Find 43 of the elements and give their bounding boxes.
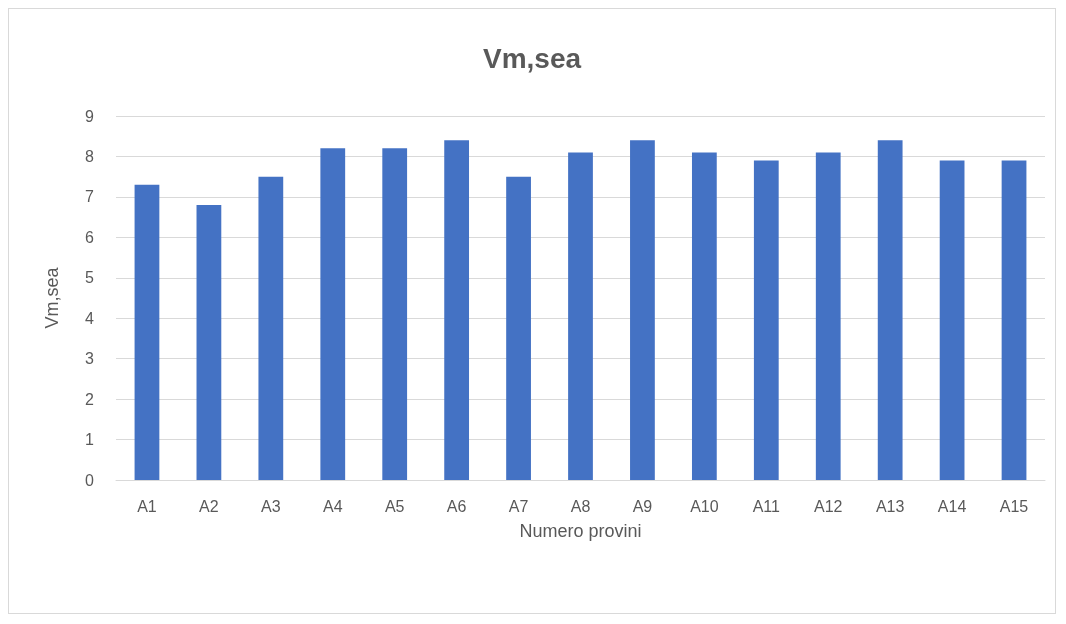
bar — [877, 140, 903, 480]
y-tick-label: 3 — [85, 350, 95, 368]
bar — [258, 176, 284, 480]
chart-title: Vm,sea — [482, 42, 582, 74]
y-tick-label: 5 — [85, 269, 95, 287]
x-axis-title: Numero provini — [519, 521, 642, 541]
y-tick-label: 1 — [85, 431, 95, 449]
x-tick-label: A11 — [752, 497, 781, 515]
x-tick-label: A1 — [137, 497, 157, 515]
x-tick-label: A2 — [199, 497, 219, 515]
y-tick-label: 4 — [85, 309, 95, 327]
bar — [691, 152, 717, 480]
y-tick-label: 2 — [85, 390, 95, 408]
x-tick-label: A3 — [261, 497, 281, 515]
y-tick-label: 9 — [85, 107, 95, 125]
bar — [939, 160, 965, 480]
bar — [196, 204, 222, 480]
bar — [134, 184, 160, 480]
x-tick-label: A4 — [322, 497, 343, 515]
y-tick-label: 8 — [85, 147, 95, 165]
bar — [320, 148, 346, 480]
x-tick-label: A15 — [999, 497, 1029, 515]
y-tick-label: 6 — [85, 228, 95, 246]
bar — [753, 160, 779, 480]
y-tick-label: 0 — [85, 471, 95, 489]
x-tick-label: A12 — [814, 497, 843, 515]
y-axis-title: Vm,sea — [42, 266, 62, 329]
bar — [444, 140, 470, 480]
x-tick-label: A7 — [508, 497, 529, 515]
bar — [815, 152, 841, 480]
bar — [506, 176, 531, 480]
y-tick-label: 7 — [85, 188, 95, 206]
x-tick-label: A6 — [446, 497, 467, 515]
bar — [568, 152, 593, 480]
x-tick-label: A5 — [384, 497, 405, 515]
x-tick-label: A13 — [875, 497, 905, 515]
x-tick-label: A9 — [632, 497, 653, 515]
x-tick-label: A10 — [690, 497, 719, 515]
bar — [630, 140, 655, 480]
x-tick-label: A14 — [937, 497, 967, 515]
x-tick-label: A8 — [570, 497, 591, 515]
bar — [382, 148, 408, 480]
bar — [1001, 160, 1027, 480]
